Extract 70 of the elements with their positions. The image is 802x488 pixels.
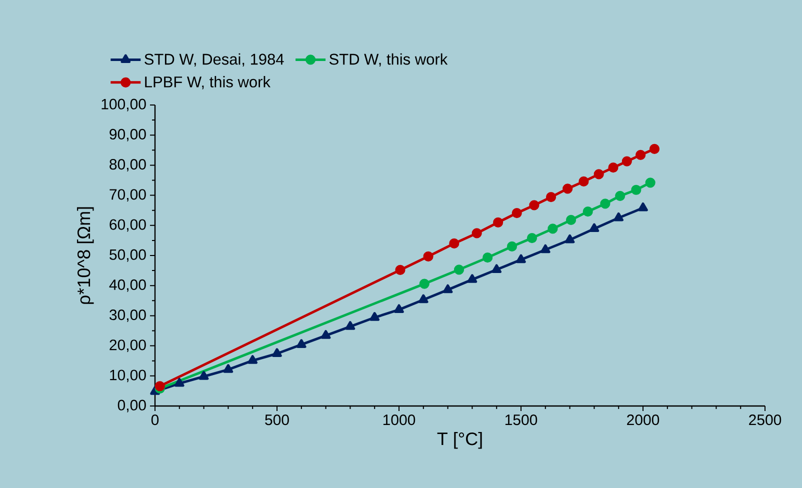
legend-label: LPBF W, this work	[145, 76, 270, 90]
x-tick-label: 1000	[383, 414, 416, 426]
y-tick-label: 10,00	[110, 370, 146, 382]
point	[548, 224, 558, 234]
point	[272, 348, 282, 357]
point	[529, 200, 540, 210]
point	[589, 223, 600, 232]
point	[614, 212, 624, 222]
point	[526, 232, 538, 244]
point	[449, 238, 460, 249]
point	[638, 202, 648, 212]
x-tick-label: 2000	[627, 414, 660, 426]
point	[636, 150, 646, 160]
point	[248, 355, 258, 364]
y-tick-label: 100,00	[102, 98, 146, 112]
y-tick-label: 30,00	[110, 310, 146, 322]
point	[622, 156, 632, 166]
point	[493, 217, 504, 228]
point	[615, 190, 626, 201]
point	[418, 294, 428, 304]
point	[562, 184, 573, 194]
y-tick-label: 40,00	[109, 279, 146, 292]
point	[320, 330, 331, 339]
y-tick-label: 70,00	[110, 189, 146, 202]
point	[174, 378, 184, 387]
point	[454, 264, 464, 275]
point	[467, 274, 478, 283]
point	[345, 321, 356, 330]
point	[540, 244, 550, 254]
point	[564, 234, 575, 244]
point	[442, 284, 453, 294]
point	[631, 184, 642, 195]
point	[608, 162, 618, 173]
legend-label: STD W, this work	[329, 53, 448, 67]
point	[512, 208, 522, 218]
x-axis-title: T [°C]	[437, 432, 482, 449]
legend-label: STD W, Desai, 1984	[144, 53, 284, 67]
point	[296, 339, 306, 348]
point	[645, 178, 656, 188]
point	[395, 264, 406, 275]
point	[546, 192, 556, 202]
y-axis-title: ρ*10^8 [Ωm]	[76, 207, 94, 304]
point	[594, 169, 604, 180]
point	[198, 371, 209, 380]
y-tick-label: 50,00	[110, 249, 146, 262]
y-tick-label: 0,00	[118, 400, 146, 412]
x-tick-label: 500	[265, 414, 289, 426]
point	[154, 381, 165, 392]
y-tick-label: 90,00	[110, 128, 146, 142]
point	[223, 364, 234, 373]
x-tick-label: 2500	[749, 414, 782, 426]
x-tick-label: 1500	[505, 414, 538, 426]
point	[578, 176, 589, 186]
y-tick-label: 80,00	[110, 159, 146, 172]
point	[582, 206, 593, 217]
y-tick-label: 60,00	[110, 219, 146, 232]
x-tick-label: 0	[151, 414, 159, 426]
y-tick-label: 20,00	[110, 340, 146, 352]
point	[482, 252, 493, 263]
point	[472, 228, 482, 238]
point	[394, 304, 404, 314]
point	[566, 214, 576, 226]
point	[370, 312, 380, 321]
point	[419, 278, 430, 289]
point	[506, 241, 518, 252]
point	[492, 264, 502, 273]
point	[600, 198, 610, 209]
point	[516, 254, 526, 264]
point	[649, 144, 660, 154]
point	[423, 251, 434, 262]
